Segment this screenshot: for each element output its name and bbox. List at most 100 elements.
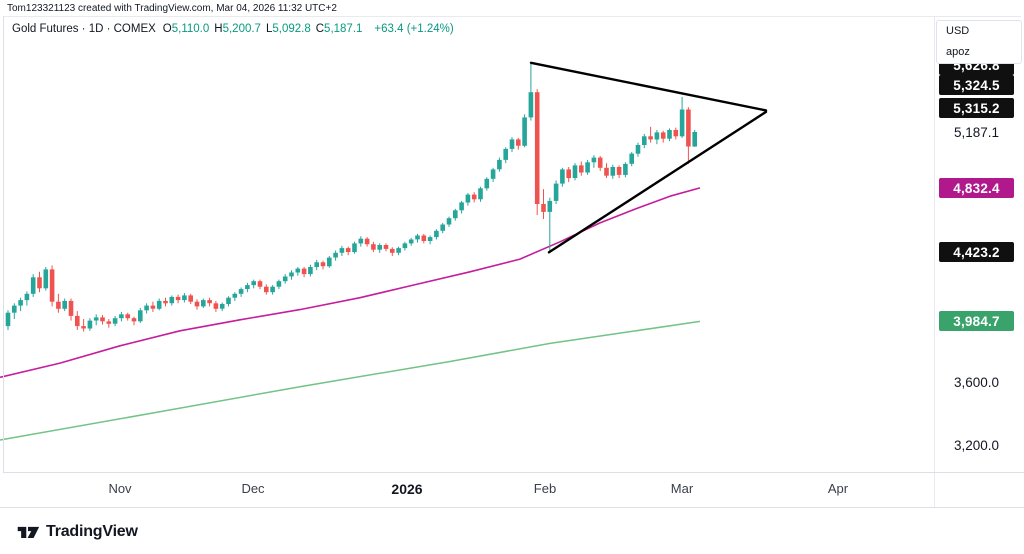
candle-body: [62, 300, 67, 309]
candle-body: [686, 109, 691, 147]
tradingview-logo-text: TradingView: [46, 523, 138, 540]
candle-body: [282, 276, 288, 282]
axis-tick-51871: 5,187.1: [953, 124, 1000, 140]
candle-body: [579, 165, 584, 173]
candle-body: [43, 269, 49, 289]
time-label-2026: 2026: [391, 481, 423, 497]
candle-body: [534, 92, 540, 204]
candle-body: [408, 239, 414, 244]
candle-body: [383, 245, 389, 249]
triangle-lower-line[interactable]: [547, 110, 768, 254]
candle-body: [547, 200, 553, 212]
time-axis[interactable]: Nov Dec 2026 Feb Mar Apr: [3, 473, 934, 507]
candle-body: [301, 268, 307, 275]
candle-body: [106, 321, 112, 324]
candle-body: [125, 314, 130, 319]
ma-slow-line[interactable]: [0, 320, 701, 441]
candle-body: [453, 210, 458, 219]
candle-body: [390, 248, 395, 253]
candle-body: [471, 194, 477, 200]
candle-body: [201, 300, 206, 307]
candle-body: [679, 109, 685, 137]
candle-body: [648, 136, 653, 140]
attribution-text: Tom123321123 created with TradingView.co…: [7, 3, 337, 14]
candle-body: [616, 167, 622, 175]
candle-body: [138, 310, 143, 322]
candle-body: [553, 183, 559, 201]
candle-body: [610, 167, 616, 176]
candle-body: [308, 267, 313, 275]
candle-body: [440, 224, 445, 231]
time-label-mar: Mar: [670, 481, 694, 496]
ohlc-h: H5,200.7: [214, 23, 261, 35]
candle-body: [604, 167, 609, 176]
change-value: +63.4 (+1.24%): [374, 23, 454, 35]
triangle-upper-line[interactable]: [529, 61, 768, 112]
candle-body: [150, 305, 156, 309]
price-axis[interactable]: 5,626.8 5,324.5 5,315.2 4,832.4 4,423.2 3,984…: [935, 16, 1024, 472]
ohlc-l: L5,092.8: [265, 23, 311, 35]
candle-body: [87, 320, 93, 329]
candle-body: [427, 237, 433, 241]
candle-body: [597, 157, 603, 168]
candle-body: [415, 235, 420, 240]
candle-body: [660, 132, 666, 139]
candle-body: [572, 165, 578, 178]
time-axis-separator: [3, 472, 1024, 473]
symbol-legend[interactable]: Gold Futures · 1D · COMEX O5,110.0 H5,200…: [12, 23, 454, 35]
candle-body: [75, 315, 80, 327]
symbol-title[interactable]: Gold Futures · 1D · COMEX: [12, 23, 156, 35]
candle-body: [673, 130, 679, 137]
footer-separator: [0, 507, 1024, 508]
tradingview-logo-icon: [16, 522, 40, 542]
candle-body: [371, 244, 376, 250]
candle-body: [163, 300, 168, 304]
candle-body: [377, 245, 382, 250]
price-label-48324: 4,832.4: [939, 178, 1014, 198]
candle-body: [112, 318, 118, 324]
candle-body: [541, 204, 546, 212]
candle-body: [421, 235, 427, 241]
candle-body: [49, 269, 55, 302]
candle-body: [119, 314, 124, 319]
candle-body: [522, 117, 527, 146]
candle-body: [314, 262, 319, 267]
ohlc-c: C5,187.1: [315, 23, 363, 35]
candle-body: [81, 326, 86, 329]
candle-body: [232, 293, 238, 298]
candle-body: [352, 243, 357, 253]
candle-body: [182, 295, 187, 301]
unit-option[interactable]: apoz: [946, 46, 970, 58]
candle-body: [131, 318, 137, 322]
candle-body: [478, 188, 483, 200]
currency-unit-selector[interactable]: USD apoz: [936, 20, 1022, 64]
currency-option[interactable]: USD: [946, 25, 970, 37]
candle-body: [629, 153, 634, 164]
candle-body: [635, 145, 641, 154]
time-label-dec: Dec: [241, 481, 265, 496]
candle-body: [5, 312, 11, 327]
candle-body: [289, 272, 294, 277]
candle-body: [56, 301, 61, 309]
candle-body: [509, 139, 515, 149]
candle-body: [18, 300, 23, 306]
candle-body: [188, 295, 193, 302]
candle-body: [320, 262, 326, 267]
tradingview-logo[interactable]: TradingView: [16, 522, 138, 542]
candle-body: [226, 297, 231, 304]
ohlc-o: O5,110.0: [162, 23, 210, 35]
candle-body: [100, 317, 105, 322]
time-label-nov: Nov: [108, 481, 132, 496]
candle-body: [175, 296, 181, 301]
candle-body: [213, 303, 219, 309]
candle-body: [24, 293, 30, 301]
candle-body: [327, 257, 332, 267]
candle-body: [465, 194, 471, 203]
price-label-39847: 3,984.7: [939, 311, 1014, 331]
candle-body: [560, 169, 565, 184]
candle-body: [270, 286, 275, 293]
candle-body: [207, 300, 212, 304]
candle-body: [194, 301, 200, 307]
ma-fast-line[interactable]: [0, 187, 701, 379]
